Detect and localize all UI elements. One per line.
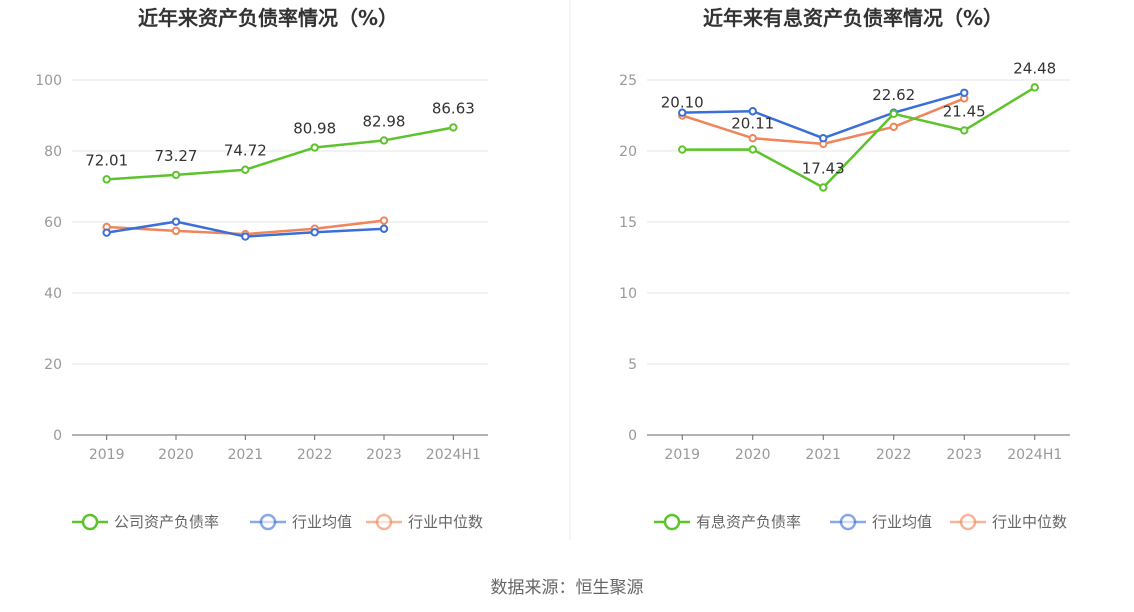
x-tick-label: 2020 (158, 447, 194, 463)
legend-item[interactable]: 行业中位数 (950, 513, 1067, 531)
data-label: 72.01 (85, 151, 128, 169)
y-tick-label: 10 (619, 286, 637, 302)
legend-label: 行业均值 (872, 513, 932, 531)
data-point (1030, 83, 1039, 92)
data-label: 21.45 (943, 102, 986, 120)
source-note: 数据来源：恒生聚源 (491, 578, 644, 598)
data-point (241, 232, 250, 241)
x-tick-label: 2022 (876, 447, 912, 463)
x-tick-label: 2021 (228, 447, 264, 463)
data-label: 73.27 (155, 147, 198, 165)
x-tick-label: 2024H1 (426, 447, 481, 463)
data-point (748, 107, 757, 116)
data-point (678, 108, 687, 117)
series-line (106, 126, 454, 181)
x-tick-label: 2024H1 (1007, 447, 1062, 463)
legend-label: 行业中位数 (408, 513, 483, 531)
data-label: 74.72 (224, 142, 267, 160)
y-tick-label: 20 (44, 357, 62, 373)
data-point (171, 170, 181, 180)
series-line (682, 86, 1036, 189)
data-point (379, 136, 389, 145)
data-point (449, 123, 458, 132)
y-tick-label: 25 (619, 73, 637, 89)
legend-swatch-marker (839, 513, 857, 531)
x-tick-label: 2021 (805, 447, 841, 463)
y-tick-label: 20 (619, 144, 637, 160)
data-point (102, 228, 111, 237)
data-point (379, 224, 389, 233)
legend-label: 有息资产负债率 (696, 513, 801, 531)
data-label: 20.10 (661, 94, 704, 112)
data-point (171, 226, 181, 236)
y-tick-label: 40 (44, 286, 62, 302)
legend-label: 公司资产负债率 (114, 513, 219, 531)
data-point (310, 228, 319, 237)
x-tick-label: 2022 (297, 447, 333, 463)
data-label: 17.43 (802, 159, 845, 177)
interest-bearing-liability-chart: 近年来有息资产负债率情况（%） 0 5 10 15 20 25 2019 2020 2021 202… (619, 6, 1070, 531)
data-point (171, 217, 181, 226)
data-label: 24.48 (1013, 59, 1056, 77)
data-point (678, 145, 687, 154)
y-tick-label: 60 (44, 215, 62, 231)
y-tick-label: 0 (53, 428, 62, 444)
data-point (889, 122, 898, 132)
data-label: 82.98 (363, 112, 406, 130)
y-tick-label: 80 (44, 144, 62, 160)
x-tick-label: 2020 (735, 447, 771, 463)
data-point (748, 145, 757, 154)
legend-item[interactable]: 公司资产负债率 (72, 513, 219, 531)
y-tick-label: 0 (628, 428, 637, 444)
legend-label: 行业中位数 (992, 513, 1067, 531)
data-point (819, 134, 828, 143)
legend-swatch-marker (663, 513, 681, 531)
data-label: 80.98 (293, 120, 336, 138)
x-tick-label: 2019 (664, 447, 700, 463)
data-point (748, 134, 757, 143)
legend-item[interactable]: 有息资产负债率 (654, 513, 801, 531)
data-point (310, 143, 319, 152)
data-label: 22.62 (872, 86, 915, 104)
data-point (960, 126, 969, 135)
chart-title: 近年来有息资产负债率情况（%） (703, 6, 1003, 30)
data-point (960, 88, 969, 97)
legend-swatch-marker (81, 513, 99, 531)
legend-item[interactable]: 行业中位数 (366, 513, 483, 531)
chart-title: 近年来资产负债率情况（%） (138, 6, 398, 30)
data-point (819, 183, 828, 192)
y-tick-label: 15 (619, 215, 637, 231)
data-point (379, 216, 389, 225)
asset-liability-chart: 近年来资产负债率情况（%） 0 20 40 60 80 100 2019 2020 2021 202… (35, 6, 488, 531)
y-tick-label: 5 (628, 357, 637, 373)
data-point (889, 109, 898, 118)
x-tick-label: 2019 (89, 447, 125, 463)
legend-item[interactable]: 行业均值 (830, 513, 932, 531)
data-point (241, 165, 250, 174)
legend-swatch-marker (259, 513, 277, 531)
x-tick-label: 2023 (366, 447, 402, 463)
legend-label: 行业均值 (292, 513, 352, 531)
data-label: 86.63 (432, 99, 475, 117)
legend-item[interactable]: 行业均值 (250, 513, 352, 531)
x-tick-label: 2023 (946, 447, 982, 463)
y-tick-label: 100 (35, 73, 62, 89)
legend-swatch-marker (959, 513, 977, 531)
data-label: 20.11 (731, 114, 774, 132)
legend-swatch-marker (375, 513, 393, 531)
data-point (102, 175, 111, 184)
